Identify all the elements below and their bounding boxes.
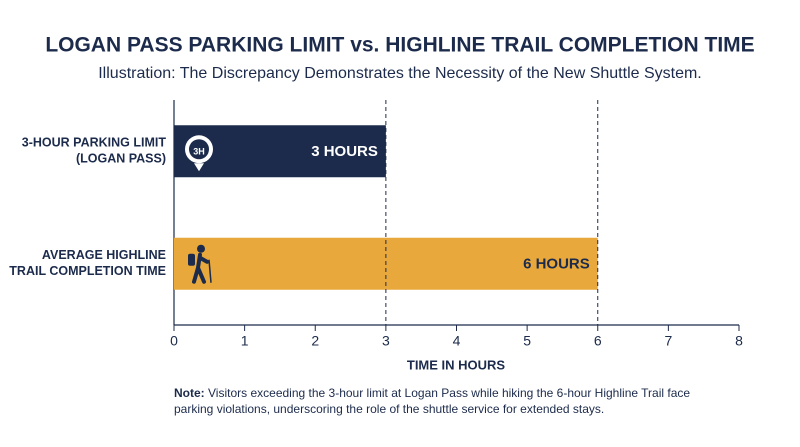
x-tick-label: 2 [311, 333, 319, 349]
icon-shape [197, 244, 205, 253]
x-tick-label: 8 [735, 333, 743, 349]
parking-icon: 3H [185, 135, 213, 172]
x-tick-label: 5 [523, 333, 531, 349]
chart-title: LOGAN PASS PARKING LIMIT vs. HIGHLINE TR… [45, 34, 754, 57]
x-tick-label: 0 [170, 333, 178, 349]
value-label: 3 HOURS [311, 143, 378, 160]
hiker-icon [188, 244, 212, 284]
x-tick-label: 7 [664, 333, 672, 349]
icon-shape [192, 252, 209, 284]
icon-shape [188, 253, 195, 266]
icon-shape [194, 163, 204, 172]
x-tick-label: 1 [241, 333, 249, 349]
chart-subtitle: Illustration: The Discrepancy Demonstrat… [98, 65, 702, 82]
y-tick-label: AVERAGE HIGHLINE TRAIL COMPLETION TIME [9, 248, 166, 278]
icon-label: 3H [193, 147, 205, 157]
x-axis-label: TIME IN HOURS [407, 357, 506, 372]
icon-shape [189, 139, 209, 160]
x-tick-label: 3 [382, 333, 390, 349]
x-tick-label: 4 [453, 333, 461, 349]
x-tick-label: 6 [594, 333, 602, 349]
note-text: Visitors exceeding the 3-hour limit at L… [174, 386, 691, 416]
y-tick-label: 3-HOUR PARKING LIMIT (LOGAN PASS) [22, 136, 167, 166]
value-label: 6 HOURS [523, 256, 590, 273]
icon-shape [208, 259, 212, 283]
note-label: Note: [174, 386, 205, 400]
note: Note: Visitors exceeding the 3-hour limi… [174, 385, 694, 417]
